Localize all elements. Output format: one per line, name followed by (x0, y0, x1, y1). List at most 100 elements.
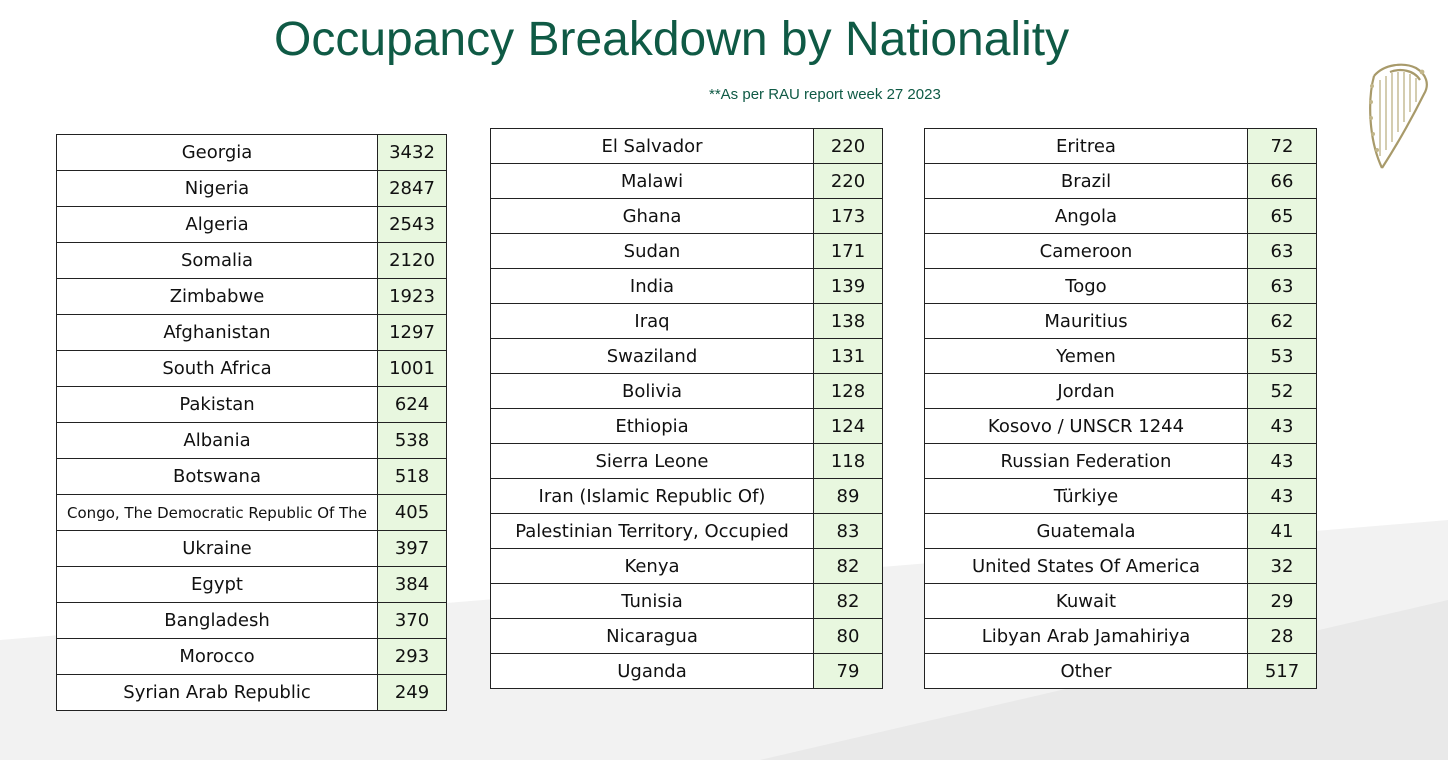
country-name: Morocco (56, 638, 378, 675)
occupancy-count: 62 (1247, 303, 1317, 339)
country-name: Uganda (490, 653, 814, 689)
table-row: Guatemala 41 (924, 513, 1317, 549)
table-row: Congo, The Democratic Republic Of The 405 (56, 494, 447, 531)
occupancy-count: 65 (1247, 198, 1317, 234)
table-row: Ghana 173 (490, 198, 883, 234)
country-name: Bangladesh (56, 602, 378, 639)
country-name: Nigeria (56, 170, 378, 207)
occupancy-count: 1297 (377, 314, 447, 351)
table-row: Nicaragua 80 (490, 618, 883, 654)
table-row: Russian Federation 43 (924, 443, 1317, 479)
table-row: Georgia 3432 (56, 134, 447, 171)
table-row: Malawi 220 (490, 163, 883, 199)
table-row: Angola 65 (924, 198, 1317, 234)
table-row: Iran (Islamic Republic Of) 89 (490, 478, 883, 514)
country-name: Kosovo / UNSCR 1244 (924, 408, 1248, 444)
table-row: Somalia 2120 (56, 242, 447, 279)
nationality-table-1: Georgia 3432 Nigeria 2847 Algeria 2543 Somalia… (56, 134, 447, 711)
occupancy-count: 293 (377, 638, 447, 675)
country-name: Brazil (924, 163, 1248, 199)
country-name: Russian Federation (924, 443, 1248, 479)
table-row: Kuwait 29 (924, 583, 1317, 619)
occupancy-count: 171 (813, 233, 883, 269)
report-source-note: **As per RAU report week 27 2023 (709, 86, 941, 103)
country-name: Libyan Arab Jamahiriya (924, 618, 1248, 654)
occupancy-count: 384 (377, 566, 447, 603)
occupancy-count: 173 (813, 198, 883, 234)
table-row: El Salvador 220 (490, 128, 883, 164)
occupancy-count: 43 (1247, 408, 1317, 444)
country-name: Tunisia (490, 583, 814, 619)
table-row: Zimbabwe 1923 (56, 278, 447, 315)
country-name: Cameroon (924, 233, 1248, 269)
country-name: Eritrea (924, 128, 1248, 164)
occupancy-count: 118 (813, 443, 883, 479)
table-row: Ethiopia 124 (490, 408, 883, 444)
country-name: Mauritius (924, 303, 1248, 339)
country-name: Algeria (56, 206, 378, 243)
occupancy-count: 124 (813, 408, 883, 444)
occupancy-count: 405 (377, 494, 447, 531)
country-name: Ghana (490, 198, 814, 234)
country-name: Guatemala (924, 513, 1248, 549)
table-row: United States Of America 32 (924, 548, 1317, 584)
country-name: Kenya (490, 548, 814, 584)
occupancy-count: 220 (813, 128, 883, 164)
occupancy-count: 82 (813, 548, 883, 584)
country-name: Somalia (56, 242, 378, 279)
country-name: Togo (924, 268, 1248, 304)
occupancy-count: 518 (377, 458, 447, 495)
occupancy-count: 43 (1247, 443, 1317, 479)
table-row: Ukraine 397 (56, 530, 447, 567)
occupancy-count: 63 (1247, 233, 1317, 269)
country-name: Ukraine (56, 530, 378, 567)
table-row: Türkiye 43 (924, 478, 1317, 514)
country-name: India (490, 268, 814, 304)
table-row: Uganda 79 (490, 653, 883, 689)
country-name: Yemen (924, 338, 1248, 374)
occupancy-count: 2847 (377, 170, 447, 207)
occupancy-count: 370 (377, 602, 447, 639)
country-name: Nicaragua (490, 618, 814, 654)
country-name: Congo, The Democratic Republic Of The (56, 494, 378, 531)
country-name: Georgia (56, 134, 378, 171)
occupancy-count: 128 (813, 373, 883, 409)
harp-logo (1369, 63, 1428, 169)
occupancy-count: 28 (1247, 618, 1317, 654)
table-row: South Africa 1001 (56, 350, 447, 387)
table-row: Syrian Arab Republic 249 (56, 674, 447, 711)
table-row: Albania 538 (56, 422, 447, 459)
country-name: El Salvador (490, 128, 814, 164)
occupancy-count: 32 (1247, 548, 1317, 584)
country-name: Sierra Leone (490, 443, 814, 479)
occupancy-count: 72 (1247, 128, 1317, 164)
occupancy-count: 249 (377, 674, 447, 711)
country-name: Other (924, 653, 1248, 689)
table-row: Palestinian Territory, Occupied 83 (490, 513, 883, 549)
table-row: Bolivia 128 (490, 373, 883, 409)
country-name: Pakistan (56, 386, 378, 423)
table-row: Swaziland 131 (490, 338, 883, 374)
occupancy-count: 624 (377, 386, 447, 423)
country-name: Iraq (490, 303, 814, 339)
country-name: United States Of America (924, 548, 1248, 584)
occupancy-count: 63 (1247, 268, 1317, 304)
occupancy-count: 3432 (377, 134, 447, 171)
occupancy-count: 52 (1247, 373, 1317, 409)
occupancy-count: 43 (1247, 478, 1317, 514)
nationality-table-3: Eritrea 72 Brazil 66 Angola 65 Cameroon 63 Togo 6… (924, 128, 1317, 689)
occupancy-count: 79 (813, 653, 883, 689)
occupancy-count: 82 (813, 583, 883, 619)
occupancy-count: 66 (1247, 163, 1317, 199)
table-row: Tunisia 82 (490, 583, 883, 619)
country-name: Albania (56, 422, 378, 459)
table-row: Brazil 66 (924, 163, 1317, 199)
occupancy-count: 138 (813, 303, 883, 339)
occupancy-count: 29 (1247, 583, 1317, 619)
country-name: Malawi (490, 163, 814, 199)
table-row: Libyan Arab Jamahiriya 28 (924, 618, 1317, 654)
table-row: Botswana 518 (56, 458, 447, 495)
table-row: Sudan 171 (490, 233, 883, 269)
table-row: Bangladesh 370 (56, 602, 447, 639)
table-row: Eritrea 72 (924, 128, 1317, 164)
